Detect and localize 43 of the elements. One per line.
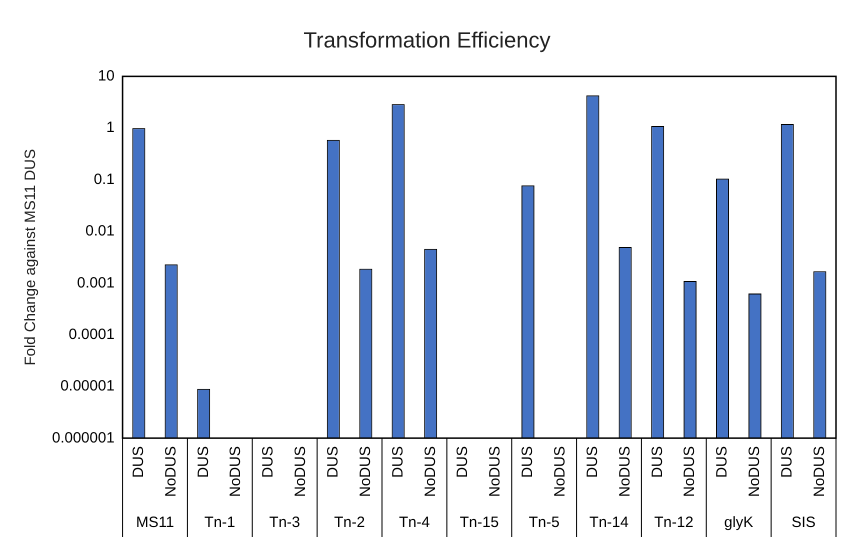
text: Tn-2 [334,514,365,532]
x-tick-label: DUS [714,446,731,478]
x-tick-label: DUS [260,446,277,478]
x-tick-label: NoDUS [616,446,634,498]
y-tick-label: 0.001 [77,274,115,292]
x-tick-label: NoDUS [551,446,568,498]
text: Tn-4 [399,514,430,532]
text: Tn-5 [528,514,560,532]
x-tick-label: DUS [454,446,472,478]
text: Tn-14 [589,514,629,532]
text: glyK [724,514,754,532]
y-tick-label: 0.0001 [68,326,115,343]
x-tick-label: NoDUS [681,446,698,498]
x-tick-label: NoDUS [746,446,764,498]
x-tick-label: NoDUS [422,446,439,498]
y-axis-title: Fold Change against MS11 DUS [22,149,40,366]
x-tick-label: NoDUS [162,446,180,498]
text: MS11 [136,514,174,532]
text: Tn-15 [460,514,499,532]
x-tick-label: DUS [389,446,406,478]
chart-title: Transformation Efficiency [304,27,550,52]
text: Tn-12 [654,514,694,532]
x-tick-label: DUS [324,446,342,478]
y-tick-label: 1 [106,119,115,136]
x-tick-label: DUS [584,446,601,478]
x-tick-label: NoDUS [486,446,504,498]
y-tick-label: 0.00001 [60,378,115,395]
text: SIS [791,514,816,532]
text: Tn-3 [269,514,300,532]
x-tick-label: NoDUS [227,446,244,498]
x-tick-label: NoDUS [292,446,310,498]
x-tick-label: DUS [778,446,796,478]
y-tick-label: 0.01 [85,222,115,240]
x-tick-label: DUS [194,446,212,478]
text: Tn-1 [204,514,236,532]
x-tick-label: DUS [519,446,536,478]
x-tick-label: NoDUS [356,446,374,498]
x-tick-label: DUS [130,446,147,478]
y-tick-label: 0.000001 [52,429,115,446]
x-tick-label: NoDUS [810,446,828,498]
y-tick-label: 0.1 [94,170,115,188]
y-tick-label: 10 [98,68,115,85]
x-tick-label: DUS [648,446,666,478]
